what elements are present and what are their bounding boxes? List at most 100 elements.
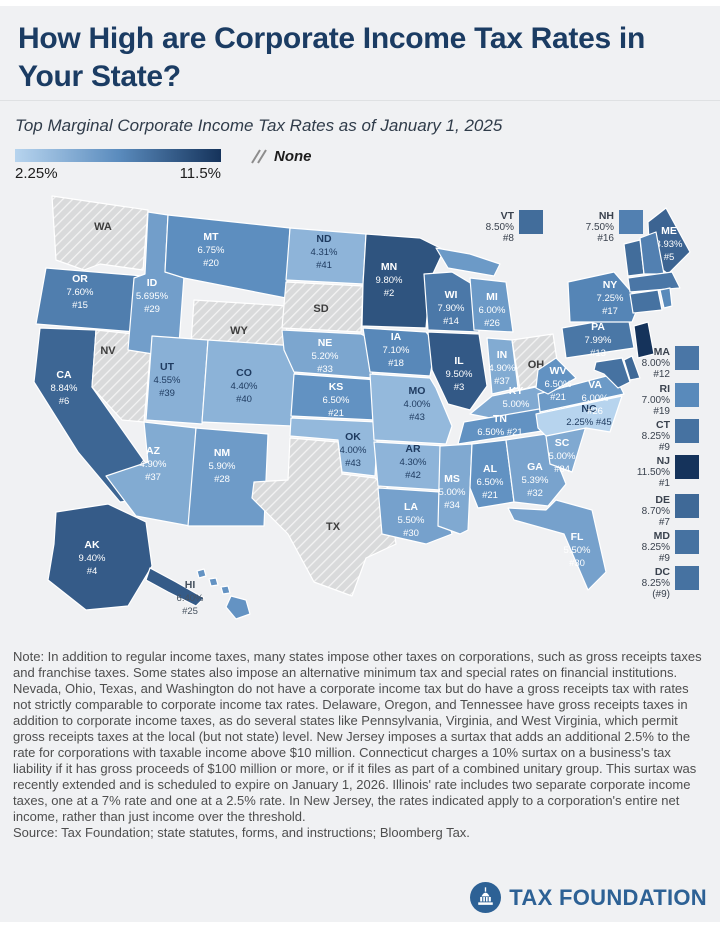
map-label: MT <box>203 231 219 243</box>
map-label: 7.90% <box>438 303 465 314</box>
map-label: #7 <box>659 517 671 528</box>
map-label: 7.00% <box>642 395 670 406</box>
map-label: GA <box>527 461 543 473</box>
state-shape-IN <box>486 337 519 395</box>
map-label: 8.25% <box>642 542 670 553</box>
map-label: 4.31% <box>311 247 338 258</box>
map-label: NC <box>581 403 597 415</box>
state-shape-AL <box>469 439 515 509</box>
state-shape-WV <box>535 357 577 395</box>
map-label: 8.93% <box>656 239 683 250</box>
map-label: DC <box>655 566 671 578</box>
map-label: 4.00% <box>404 399 431 410</box>
map-label: IA <box>391 331 402 343</box>
callout-swatch-NJ <box>675 455 699 479</box>
map-label: (#9) <box>652 589 670 600</box>
map-label: 6.50% <box>323 395 350 406</box>
map-label: #9 <box>659 442 671 453</box>
map-label: #30 <box>403 528 419 539</box>
map-label: VA <box>588 379 602 391</box>
map-label: #15 <box>72 300 88 311</box>
map-label: #26 <box>587 406 603 417</box>
map-label: WY <box>230 325 248 337</box>
map-label: #26 <box>484 318 500 329</box>
map-label: #21 <box>328 408 344 419</box>
callout-swatch-RI <box>675 383 699 407</box>
map-label: 6.00% <box>582 393 609 404</box>
state-shape-LA <box>377 487 453 545</box>
map-label: MS <box>444 473 460 485</box>
map-label: 5.00% <box>549 451 576 462</box>
map-label: 7.10% <box>383 345 410 356</box>
map-label: 8.00% <box>642 358 670 369</box>
map-label: MA <box>654 346 671 358</box>
state-shape-MA <box>627 271 681 293</box>
map-label: 8.25% <box>642 431 670 442</box>
map-label: 7.50% <box>586 222 614 233</box>
state-shape-VA <box>537 373 625 413</box>
map-label: #1 <box>659 478 671 489</box>
footer: Note: In addition to regular income taxe… <box>13 649 707 841</box>
map-label: #42 <box>405 470 421 481</box>
map-label: #13 <box>590 348 606 359</box>
state-shape-MI <box>435 247 501 277</box>
map-label: UT <box>160 361 175 373</box>
us-choropleth-map: WA OR 7.60% #15 CA 8.84% #6 NV ID 5.695% #29 MT 6.75… <box>33 195 699 620</box>
map-label: #43 <box>345 458 361 469</box>
state-shape-SD <box>281 281 364 333</box>
map-label: CA <box>56 369 72 381</box>
map-label: #37 <box>494 376 510 387</box>
map-label: AK <box>84 539 100 551</box>
map-label: #43 <box>409 412 425 423</box>
map-label: 8.50% <box>486 222 514 233</box>
map-label: 4.55% <box>154 375 181 386</box>
capitol-icon <box>470 882 502 913</box>
map-label: #5 <box>664 252 675 263</box>
map-label: 6.50% <box>545 379 572 390</box>
map-label: KY <box>509 385 524 397</box>
state-shape-HI <box>208 577 219 587</box>
map-label: RI <box>660 383 671 395</box>
state-shape-NJ <box>633 321 655 359</box>
state-shape-HI <box>225 595 251 620</box>
map-label: IL <box>454 355 464 367</box>
legend-none-label: None <box>274 148 312 165</box>
map-label: #3 <box>454 382 465 393</box>
state-shape-MD <box>593 357 631 389</box>
state-shape-MT <box>164 214 291 299</box>
map-label: 5.39% <box>522 475 549 486</box>
map-label: CO <box>236 367 252 379</box>
map-label: #33 <box>317 364 333 375</box>
title-divider <box>0 100 720 101</box>
state-shape-HI <box>196 568 207 579</box>
map-label: #34 <box>554 464 570 475</box>
map-label: FL <box>571 531 584 543</box>
map-label: NY <box>603 279 618 291</box>
map-label: #40 <box>236 394 252 405</box>
map-label: #34 <box>444 500 460 511</box>
state-shape-AK <box>145 567 205 607</box>
map-label: 6.00% <box>479 305 506 316</box>
state-shape-NM <box>187 427 269 527</box>
map-label: PA <box>591 321 605 333</box>
map-label: #25 <box>182 606 198 617</box>
map-label: #4 <box>87 566 98 577</box>
map-label: MN <box>381 261 397 273</box>
map-label: AZ <box>146 445 161 457</box>
map-label: #6 <box>59 396 70 407</box>
map-label: 5.00% <box>503 399 530 410</box>
map-label: 8.70% <box>642 506 670 517</box>
map-label: TX <box>326 521 341 533</box>
map-label: 5.00% <box>439 487 466 498</box>
callout-swatch-DE <box>675 494 699 518</box>
page-title: How High are Corporate Income Tax Rates … <box>18 22 645 94</box>
state-shape-HI <box>220 585 231 595</box>
callout-swatch-CT <box>675 419 699 443</box>
top-margin <box>0 0 720 6</box>
map-label: #9 <box>659 553 671 564</box>
map-label: 2.25% #45 <box>566 417 611 428</box>
state-shape-MI <box>469 277 514 333</box>
state-shape-TX <box>251 437 397 597</box>
map-label: OR <box>72 273 88 285</box>
